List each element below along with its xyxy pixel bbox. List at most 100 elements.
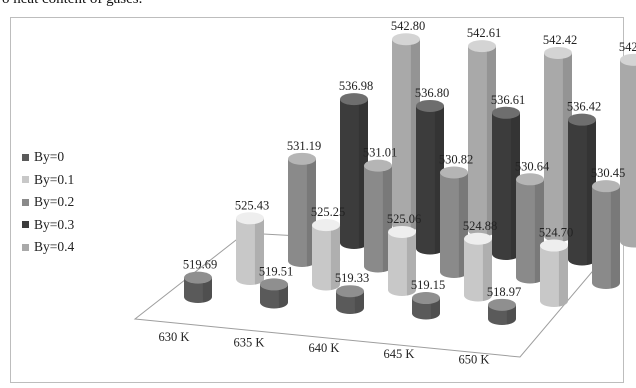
cylinder-bar bbox=[260, 278, 288, 309]
category-label: 635 K bbox=[234, 336, 265, 350]
legend-label: By=0.1 bbox=[34, 171, 75, 187]
cylinder-bar bbox=[488, 298, 516, 325]
legend-swatch bbox=[22, 176, 29, 184]
data-label: 542.23 bbox=[619, 40, 636, 54]
cylinder-top bbox=[412, 292, 440, 305]
cylinder-body bbox=[236, 218, 264, 285]
legend-label: By=0.2 bbox=[34, 194, 75, 210]
cylinder-shade bbox=[406, 231, 416, 296]
data-label: 542.61 bbox=[467, 26, 501, 40]
data-label: 524.70 bbox=[539, 226, 573, 240]
data-label: 536.42 bbox=[567, 100, 601, 114]
data-label: 536.80 bbox=[415, 86, 449, 100]
cylinder-top bbox=[288, 152, 316, 165]
legend-item: By=0.4 bbox=[22, 236, 74, 259]
cylinder-top bbox=[568, 113, 596, 126]
legend-swatch bbox=[22, 198, 29, 206]
legend-swatch bbox=[22, 243, 29, 251]
cylinder-body bbox=[568, 119, 596, 266]
data-label: 530.64 bbox=[515, 159, 550, 173]
cylinder-body bbox=[340, 99, 368, 249]
cylinder-top bbox=[336, 285, 364, 298]
legend-item: By=0.2 bbox=[22, 191, 74, 214]
cylinder-bar bbox=[540, 239, 568, 307]
cylinder-body bbox=[184, 277, 212, 303]
cylinder-bar bbox=[392, 33, 420, 231]
data-label: 531.01 bbox=[363, 146, 397, 160]
cylinder-top bbox=[392, 33, 420, 46]
cylinder-bar bbox=[340, 93, 368, 249]
data-label: 525.43 bbox=[235, 198, 269, 212]
cylinder-top bbox=[236, 212, 264, 225]
data-label: 519.51 bbox=[259, 264, 293, 278]
cylinder-top bbox=[468, 40, 496, 53]
cylinder-body bbox=[464, 238, 493, 302]
data-label: 519.33 bbox=[335, 271, 369, 285]
legend-swatch bbox=[22, 221, 29, 229]
cylinder-bar bbox=[184, 271, 212, 303]
chart-legend: By=0 By=0.1 By=0.2 By=0.3 By=0.4 bbox=[22, 146, 74, 259]
cylinder-bar bbox=[440, 166, 468, 278]
cylinder-top bbox=[540, 239, 568, 252]
cylinder-top bbox=[488, 298, 516, 311]
cylinder-shade bbox=[330, 225, 340, 291]
cylinder-top bbox=[260, 278, 288, 291]
cylinder-bar bbox=[544, 46, 572, 243]
data-label: 542.80 bbox=[391, 19, 425, 33]
data-label: 531.19 bbox=[287, 139, 321, 153]
cylinder-body bbox=[516, 179, 544, 284]
cylinder-body bbox=[312, 225, 340, 291]
cylinder-top bbox=[364, 159, 392, 172]
cylinder-body bbox=[492, 112, 520, 260]
data-label: 525.06 bbox=[387, 212, 421, 226]
cylinder-bar bbox=[568, 113, 596, 266]
data-label: 530.45 bbox=[591, 166, 625, 180]
category-label: 645 K bbox=[384, 347, 415, 361]
cylinder-top bbox=[440, 166, 468, 179]
data-label: 524.88 bbox=[463, 219, 497, 233]
cylinder-bar bbox=[464, 232, 493, 302]
cylinder-top bbox=[544, 46, 572, 59]
category-label: 650 K bbox=[459, 352, 490, 366]
cylinder-bar bbox=[412, 292, 440, 320]
data-label: 525.25 bbox=[311, 205, 345, 219]
data-label: 519.15 bbox=[411, 278, 445, 292]
cylinder-body bbox=[412, 298, 440, 320]
cylinder-body bbox=[388, 231, 416, 296]
data-label: 530.82 bbox=[439, 152, 473, 166]
cylinder-top bbox=[388, 225, 416, 238]
cylinder-top bbox=[620, 53, 636, 66]
cylinder-bar bbox=[592, 180, 620, 289]
data-label: 519.69 bbox=[183, 258, 217, 272]
cylinder-body bbox=[288, 158, 316, 267]
cylinder-body bbox=[440, 172, 468, 278]
cylinder-bar bbox=[416, 99, 444, 255]
cylinder-bar bbox=[388, 225, 416, 296]
cylinder-body bbox=[468, 46, 496, 237]
legend-label: By=0.4 bbox=[34, 239, 75, 255]
data-label: 536.61 bbox=[491, 93, 525, 107]
cylinder-body bbox=[540, 245, 568, 307]
legend-item: By=0 bbox=[22, 146, 74, 169]
cylinder-body bbox=[416, 105, 444, 255]
cylinder-body bbox=[336, 291, 364, 314]
cylinder-shade bbox=[558, 245, 568, 307]
category-label: 640 K bbox=[309, 341, 340, 355]
cylinder-body bbox=[544, 52, 572, 243]
cylinder-body bbox=[620, 59, 636, 248]
cylinder-shade bbox=[482, 238, 492, 302]
data-label: 536.98 bbox=[339, 79, 373, 93]
cylinder-shade bbox=[202, 277, 212, 303]
data-label: 518.97 bbox=[487, 285, 521, 299]
cylinder-bar bbox=[236, 212, 264, 285]
legend-item: By=0.3 bbox=[22, 214, 74, 237]
cylinder-top bbox=[464, 232, 492, 245]
cylinder-body bbox=[592, 186, 620, 289]
cylinder-body bbox=[392, 39, 420, 231]
cylinder-shade bbox=[278, 284, 288, 309]
cylinder-top bbox=[416, 99, 444, 112]
cylinder-bar bbox=[492, 106, 520, 260]
data-label: 542.42 bbox=[543, 33, 577, 47]
cylinder-top bbox=[516, 173, 544, 186]
